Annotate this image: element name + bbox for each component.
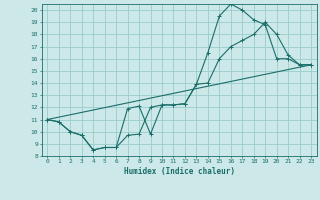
X-axis label: Humidex (Indice chaleur): Humidex (Indice chaleur) xyxy=(124,167,235,176)
